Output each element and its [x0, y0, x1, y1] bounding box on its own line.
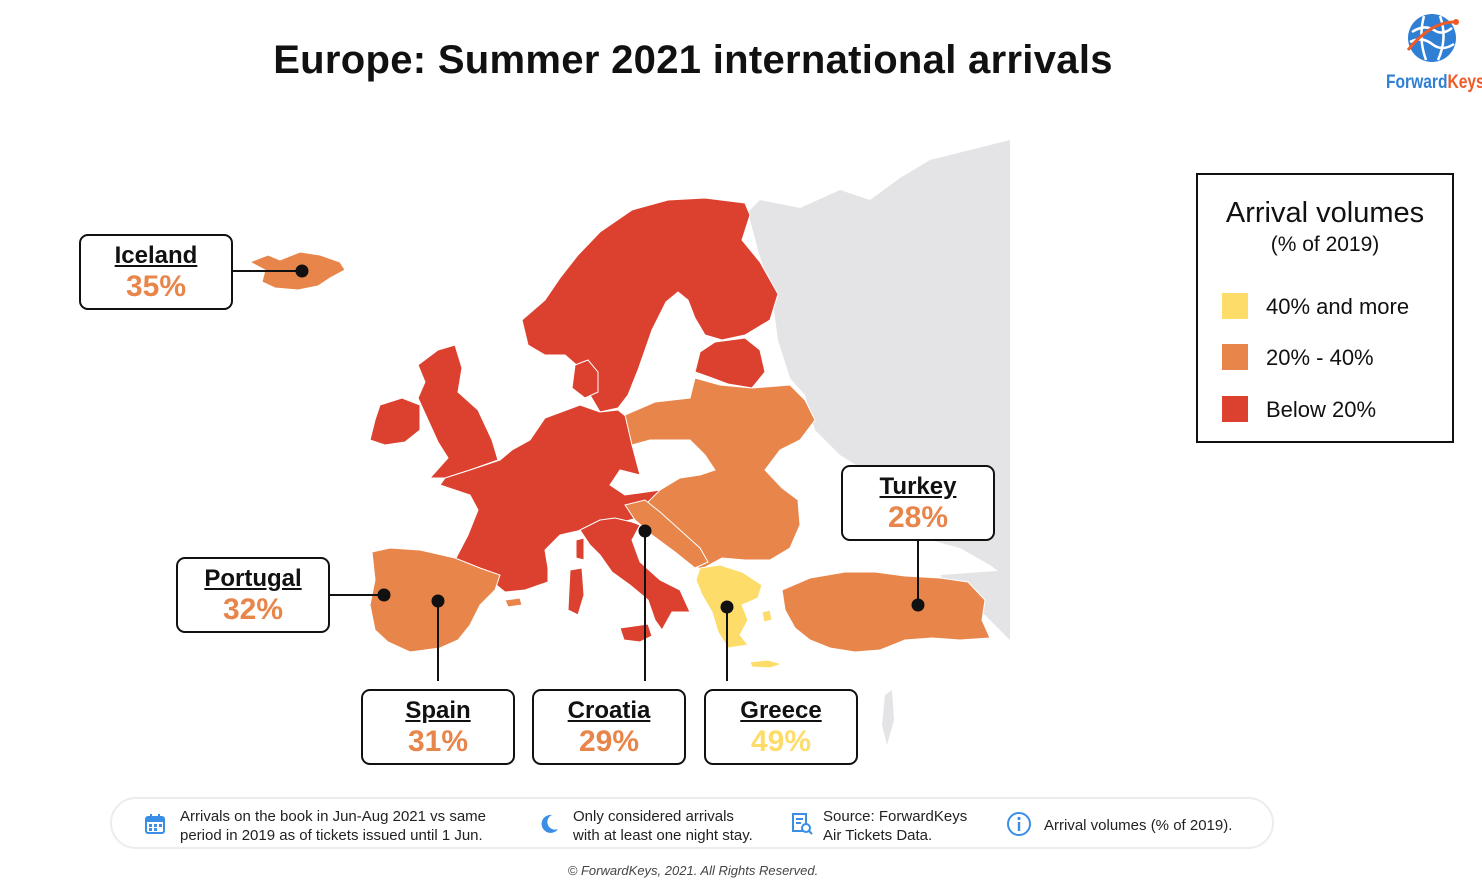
- callout-croatia: Croatia 29%: [532, 689, 686, 765]
- callout-spain-name: Spain: [405, 697, 471, 724]
- legend-label-mid: 20% - 40%: [1266, 345, 1374, 370]
- note-moon-line1: Only considered arrivals: [573, 808, 734, 825]
- note-calendar: Arrivals on the book in Jun-Aug 2021 vs …: [180, 807, 486, 845]
- callout-portugal-name: Portugal: [204, 565, 302, 592]
- callout-iceland-value: 35%: [125, 270, 187, 303]
- logo-word-keys: Keys: [1447, 72, 1482, 93]
- note-moon: Only considered arrivals with at least o…: [573, 807, 753, 845]
- callout-croatia-value: 29%: [578, 725, 640, 758]
- region-greece-high: [695, 564, 784, 669]
- callout-dots: [295, 264, 925, 614]
- legend-title: Arrival volumes: [1225, 197, 1425, 229]
- note-info-line1: Arrival volumes (% of 2019).: [1044, 817, 1233, 834]
- copyright: © ForwardKeys, 2021. All Rights Reserved…: [567, 863, 819, 878]
- note-moon-line2: with at least one night stay.: [573, 827, 753, 844]
- callout-iceland-name: Iceland: [114, 242, 198, 269]
- callout-portugal: Portugal 32%: [176, 557, 330, 633]
- callout-portugal-value: 32%: [222, 593, 284, 626]
- callout-greece: Greece 49%: [704, 689, 858, 765]
- note-source-line1: Source: ForwardKeys: [823, 808, 968, 825]
- forwardkeys-logo: ForwardKeys: [1380, 8, 1482, 94]
- moon-icon: [541, 814, 558, 833]
- callout-greece-name: Greece: [740, 697, 822, 724]
- legend-label-low: Below 20%: [1266, 397, 1377, 422]
- map-legend: Arrival volumes (% of 2019) 40% and more…: [1196, 173, 1454, 443]
- note-calendar-line2: period in 2019 as of tickets issued unti…: [180, 827, 483, 844]
- legend-swatch-mid: [1222, 344, 1248, 370]
- callout-greece-value: 49%: [750, 725, 812, 758]
- legend-label-high: 40% and more: [1266, 294, 1410, 319]
- note-source-line2: Air Tickets Data.: [823, 827, 933, 844]
- note-source: Source: ForwardKeys Air Tickets Data.: [823, 807, 967, 845]
- callout-connectors: [233, 270, 919, 681]
- notes-bar: Arrivals on the book in Jun-Aug 2021 vs …: [110, 797, 1274, 849]
- callout-turkey-name: Turkey: [879, 473, 957, 500]
- info-icon: [1007, 812, 1031, 836]
- calendar-icon: [145, 814, 165, 834]
- callout-iceland: Iceland 35%: [79, 234, 233, 310]
- callout-croatia-name: Croatia: [567, 697, 651, 724]
- note-calendar-line1: Arrivals on the book in Jun-Aug 2021 vs …: [180, 808, 486, 825]
- callout-spain-value: 31%: [407, 725, 469, 758]
- logo-word-forward: Forward: [1386, 72, 1448, 93]
- region-below-20: [369, 197, 779, 643]
- note-info: Arrival volumes (% of 2019).: [1044, 816, 1232, 835]
- callout-turkey: Turkey 28%: [841, 465, 995, 541]
- logo-wordmark: ForwardKeys: [1386, 72, 1482, 94]
- callout-turkey-value: 28%: [887, 501, 949, 534]
- callout-spain: Spain 31%: [361, 689, 515, 765]
- map-title: Europe: Summer 2021 international arriva…: [273, 38, 1113, 82]
- legend-swatch-high: [1222, 293, 1248, 319]
- legend-swatch-low: [1222, 396, 1248, 422]
- globe-icon: [1406, 14, 1459, 62]
- document-search-icon: [792, 813, 813, 835]
- region-north-africa: [882, 690, 894, 745]
- legend-subtitle: (% of 2019): [1270, 233, 1380, 256]
